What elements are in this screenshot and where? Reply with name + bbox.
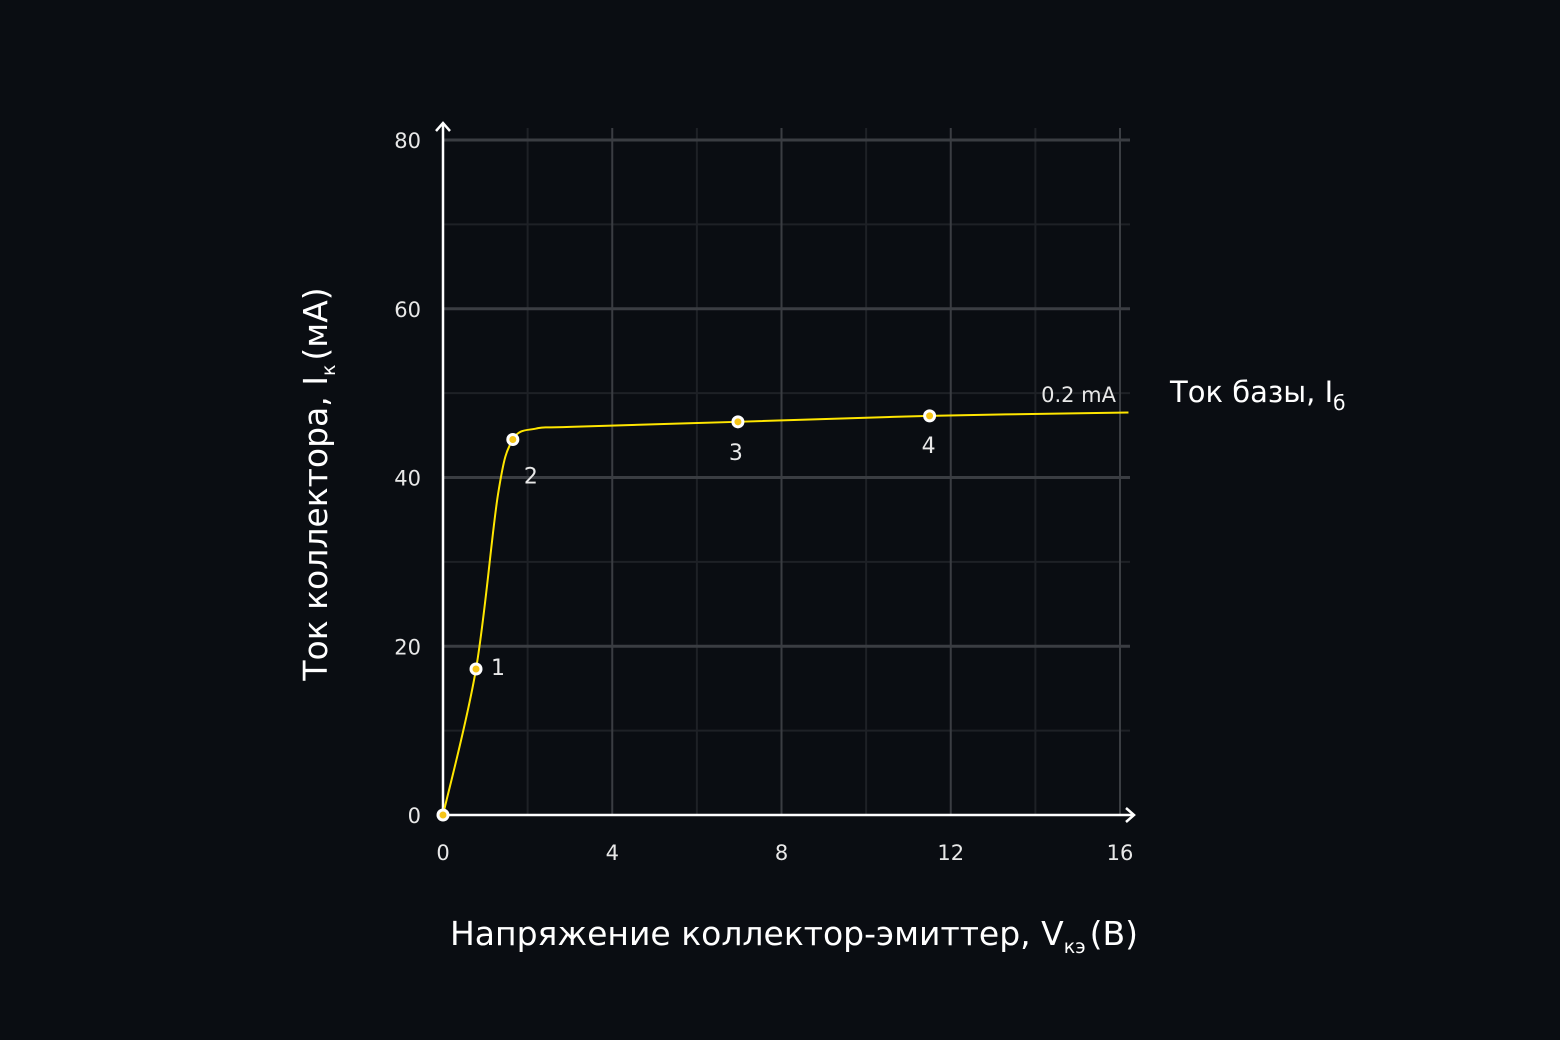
series-label: 0.2 mA (1041, 383, 1117, 407)
data-point-marker-core (472, 665, 480, 673)
y-tick-labels: 0 20 40 60 80 (394, 129, 421, 828)
x-tick-label: 8 (775, 841, 788, 865)
data-point-label: 3 (729, 441, 743, 466)
minor-gridlines (443, 128, 1130, 815)
axes (435, 121, 1136, 823)
series-curve-0-2ma (442, 411, 1129, 816)
data-point-label: 4 (922, 434, 936, 459)
y-axis-arrow-icon (435, 121, 451, 132)
y-tick-label: 80 (394, 129, 421, 153)
y-tick-label: 20 (394, 635, 421, 659)
data-point-marker-core (926, 412, 934, 420)
data-point-label: 1 (491, 656, 505, 681)
data-point-marker-core (439, 811, 447, 819)
major-gridlines (443, 128, 1130, 815)
x-tick-label: 4 (606, 841, 619, 865)
legend-title: Ток базы, Iб (1169, 375, 1346, 415)
x-axis-title: Напряжение коллектор-эмиттер, Vкэ (В) (450, 914, 1138, 958)
y-tick-label: 40 (394, 467, 421, 491)
y-axis-title: Ток коллектора, Iк(мА) (296, 287, 340, 681)
data-point-marker-core (509, 436, 517, 444)
data-point-marker-core (734, 418, 742, 426)
y-tick-label: 0 (408, 804, 421, 828)
x-tick-labels: 0 4 8 12 16 (436, 841, 1133, 865)
marked-points: 1 2 3 4 (436, 409, 937, 822)
x-tick-label: 16 (1107, 841, 1134, 865)
data-point-label: 2 (524, 465, 538, 490)
x-tick-label: 12 (937, 841, 964, 865)
x-axis-arrow-icon (1125, 807, 1136, 823)
y-tick-label: 60 (394, 298, 421, 322)
x-tick-label: 0 (436, 841, 449, 865)
